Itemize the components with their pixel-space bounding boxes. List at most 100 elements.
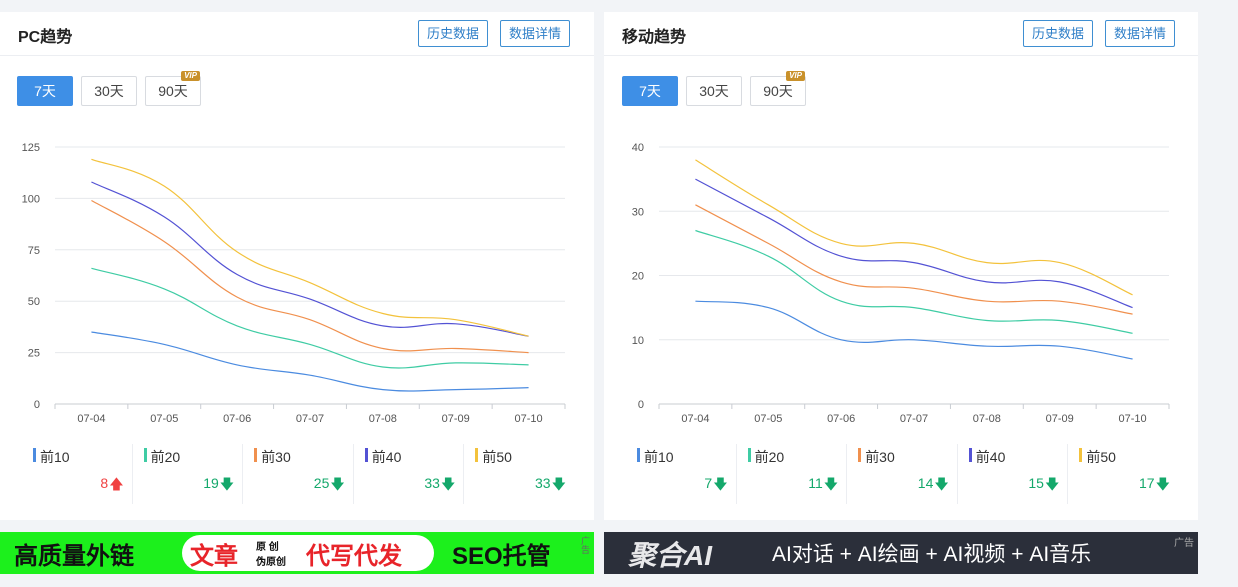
y-tick-label: 50	[28, 296, 40, 308]
stat-label: 前50	[475, 448, 512, 465]
y-tick-label: 30	[632, 206, 644, 218]
stat-value: 19🡇	[203, 474, 234, 498]
pc-range-90d-button[interactable]: 90天 VIP	[145, 71, 201, 106]
y-tick-label: 125	[22, 142, 40, 154]
pc-detail-button[interactable]: 数据详情	[500, 20, 571, 47]
ad-text-pseudo: 伪原创	[256, 557, 286, 568]
y-tick-label: 0	[34, 399, 40, 411]
mobile-panel-title: 移动趋势	[622, 29, 687, 46]
x-tick-label: 07-04	[77, 413, 105, 425]
stat-label: 前40	[364, 448, 402, 465]
x-tick-label: 07-10	[1119, 413, 1147, 425]
mobile-stats-row: 前10 7🡇 前20 11🡇 前30 14🡇 前40 15🡇 前50 17🡇	[626, 444, 1178, 504]
y-tick-label: 25	[28, 348, 40, 360]
mobile-history-button[interactable]: 历史数据	[1023, 20, 1094, 47]
x-tick-label: 07-07	[900, 413, 928, 425]
mobile-trend-chart: 0 10 20 30 40 07-04 07-05 07-06 07-07 07-08 07-09 0…	[632, 142, 1170, 425]
arrow-down-icon: 🡇	[823, 476, 839, 492]
ad-banner-ai[interactable]: 聚合AI AI对话 + AI绘画 + AI视频 + AI音乐 广告	[604, 532, 1198, 574]
ad-text-seo: SEO托管	[452, 543, 551, 570]
mobile-stat-top40[interactable]: 前40 15🡇	[958, 444, 1069, 504]
mobile-panel-header: 移动趋势 历史数据 数据详情	[604, 12, 1198, 56]
pc-stat-top10[interactable]: 前10 8🡅	[22, 444, 133, 504]
y-tick-label: 75	[28, 245, 40, 257]
pc-stat-top20[interactable]: 前20 19🡇	[133, 444, 244, 504]
mobile-stat-top20[interactable]: 前20 11🡇	[737, 444, 848, 504]
series-line	[91, 181, 529, 337]
x-tick-label: 07-06	[223, 413, 251, 425]
x-tick-label: 07-09	[1046, 413, 1074, 425]
series-line	[91, 267, 529, 369]
x-tick-label: 07-05	[754, 413, 782, 425]
stat-value: 17🡇	[1139, 474, 1170, 498]
arrow-up-icon: 🡅	[109, 476, 124, 492]
series-line	[695, 300, 1133, 360]
mobile-range-7d-button[interactable]: 7天	[622, 76, 678, 106]
pc-range-30d-button[interactable]: 30天	[81, 76, 137, 106]
mobile-detail-button[interactable]: 数据详情	[1105, 20, 1176, 47]
stat-value: 33🡇	[535, 474, 566, 498]
x-tick-label: 07-10	[515, 413, 543, 425]
pc-stat-top50[interactable]: 前50 33🡇	[464, 444, 574, 504]
mobile-stat-top50[interactable]: 前50 17🡇	[1068, 444, 1178, 504]
mobile-range-90d-button[interactable]: 90天 VIP	[750, 71, 806, 106]
stat-label: 前30	[858, 448, 895, 465]
stat-label: 前40	[968, 448, 1006, 465]
x-tick-label: 07-07	[296, 413, 324, 425]
ad-text-ghostwrite: 代写代发	[306, 543, 402, 570]
x-tick-label: 07-06	[827, 413, 855, 425]
y-tick-label: 10	[632, 335, 644, 347]
ad-mark: 广告	[580, 536, 590, 554]
stat-value: 14🡇	[918, 474, 949, 498]
pc-panel-header: PC趋势 历史数据 数据详情	[0, 12, 594, 56]
pc-range-90d-label: 90天	[158, 83, 188, 99]
ad-banner-seo[interactable]: 高质量外链 文章 原 创 伪原创 代写代发 SEO托管 广告	[0, 532, 594, 574]
stat-label: 前20	[747, 448, 785, 465]
pc-trend-panel: PC趋势 历史数据 数据详情 7天 30天 90天 VIP 0 25 50 75 100…	[0, 12, 594, 520]
x-tick-label: 07-05	[150, 413, 178, 425]
ad-mark: 广告	[1174, 538, 1194, 549]
series-line	[91, 331, 529, 392]
pc-stat-top40[interactable]: 前40 33🡇	[354, 444, 465, 504]
stat-value: 8🡅	[100, 474, 123, 498]
x-tick-label: 07-08	[973, 413, 1001, 425]
ad-tagline: AI对话 + AI绘画 + AI视频 + AI音乐	[772, 543, 1092, 566]
series-line	[91, 158, 529, 337]
arrow-down-icon: 🡇	[713, 476, 728, 492]
pc-history-button[interactable]: 历史数据	[418, 20, 489, 47]
stat-label: 前50	[1079, 448, 1116, 465]
ad-text-original: 原 创	[256, 542, 279, 553]
ad-brand-logo: 聚合AI	[628, 540, 713, 571]
ad-text-article: 文章	[190, 543, 238, 570]
y-tick-label: 20	[632, 271, 644, 283]
series-line	[695, 204, 1133, 315]
stat-value: 25🡇	[314, 474, 345, 498]
x-tick-label: 07-09	[442, 413, 470, 425]
arrow-down-icon: 🡇	[440, 476, 456, 492]
pc-panel-title: PC趋势	[18, 29, 73, 46]
series-line	[695, 229, 1133, 334]
arrow-down-icon: 🡇	[330, 476, 345, 492]
mobile-stat-top30[interactable]: 前30 14🡇	[847, 444, 958, 504]
stat-value: 33🡇	[424, 474, 455, 498]
stat-value: 7🡇	[704, 474, 727, 498]
pc-stat-top30[interactable]: 前30 25🡇	[243, 444, 354, 504]
mobile-range-30d-button[interactable]: 30天	[686, 76, 742, 106]
arrow-down-icon: 🡇	[934, 476, 949, 492]
arrow-down-icon: 🡇	[1155, 476, 1170, 492]
mobile-trend-panel: 移动趋势 历史数据 数据详情 7天 30天 90天 VIP 0 10 20 30 40 0…	[604, 12, 1198, 520]
arrow-down-icon: 🡇	[551, 476, 566, 492]
stat-label: 前10	[33, 448, 70, 465]
pc-trend-chart: 0 25 50 75 100 125 07-04 07-05 07-06 07-07 07-08 07…	[22, 142, 566, 425]
stat-value: 15🡇	[1028, 474, 1059, 498]
pc-range-7d-button[interactable]: 7天	[17, 76, 73, 106]
stat-label: 前20	[143, 448, 181, 465]
arrow-down-icon: 🡇	[1044, 476, 1060, 492]
mobile-stat-top10[interactable]: 前10 7🡇	[626, 444, 737, 504]
stat-label: 前30	[254, 448, 291, 465]
pc-stats-row: 前10 8🡅 前20 19🡇 前30 25🡇 前40 33🡇 前50 33🡇	[22, 444, 574, 504]
stat-label: 前10	[637, 448, 674, 465]
y-tick-label: 40	[632, 142, 644, 154]
pc-vip-badge: VIP	[181, 71, 200, 81]
y-tick-label: 100	[22, 193, 40, 205]
